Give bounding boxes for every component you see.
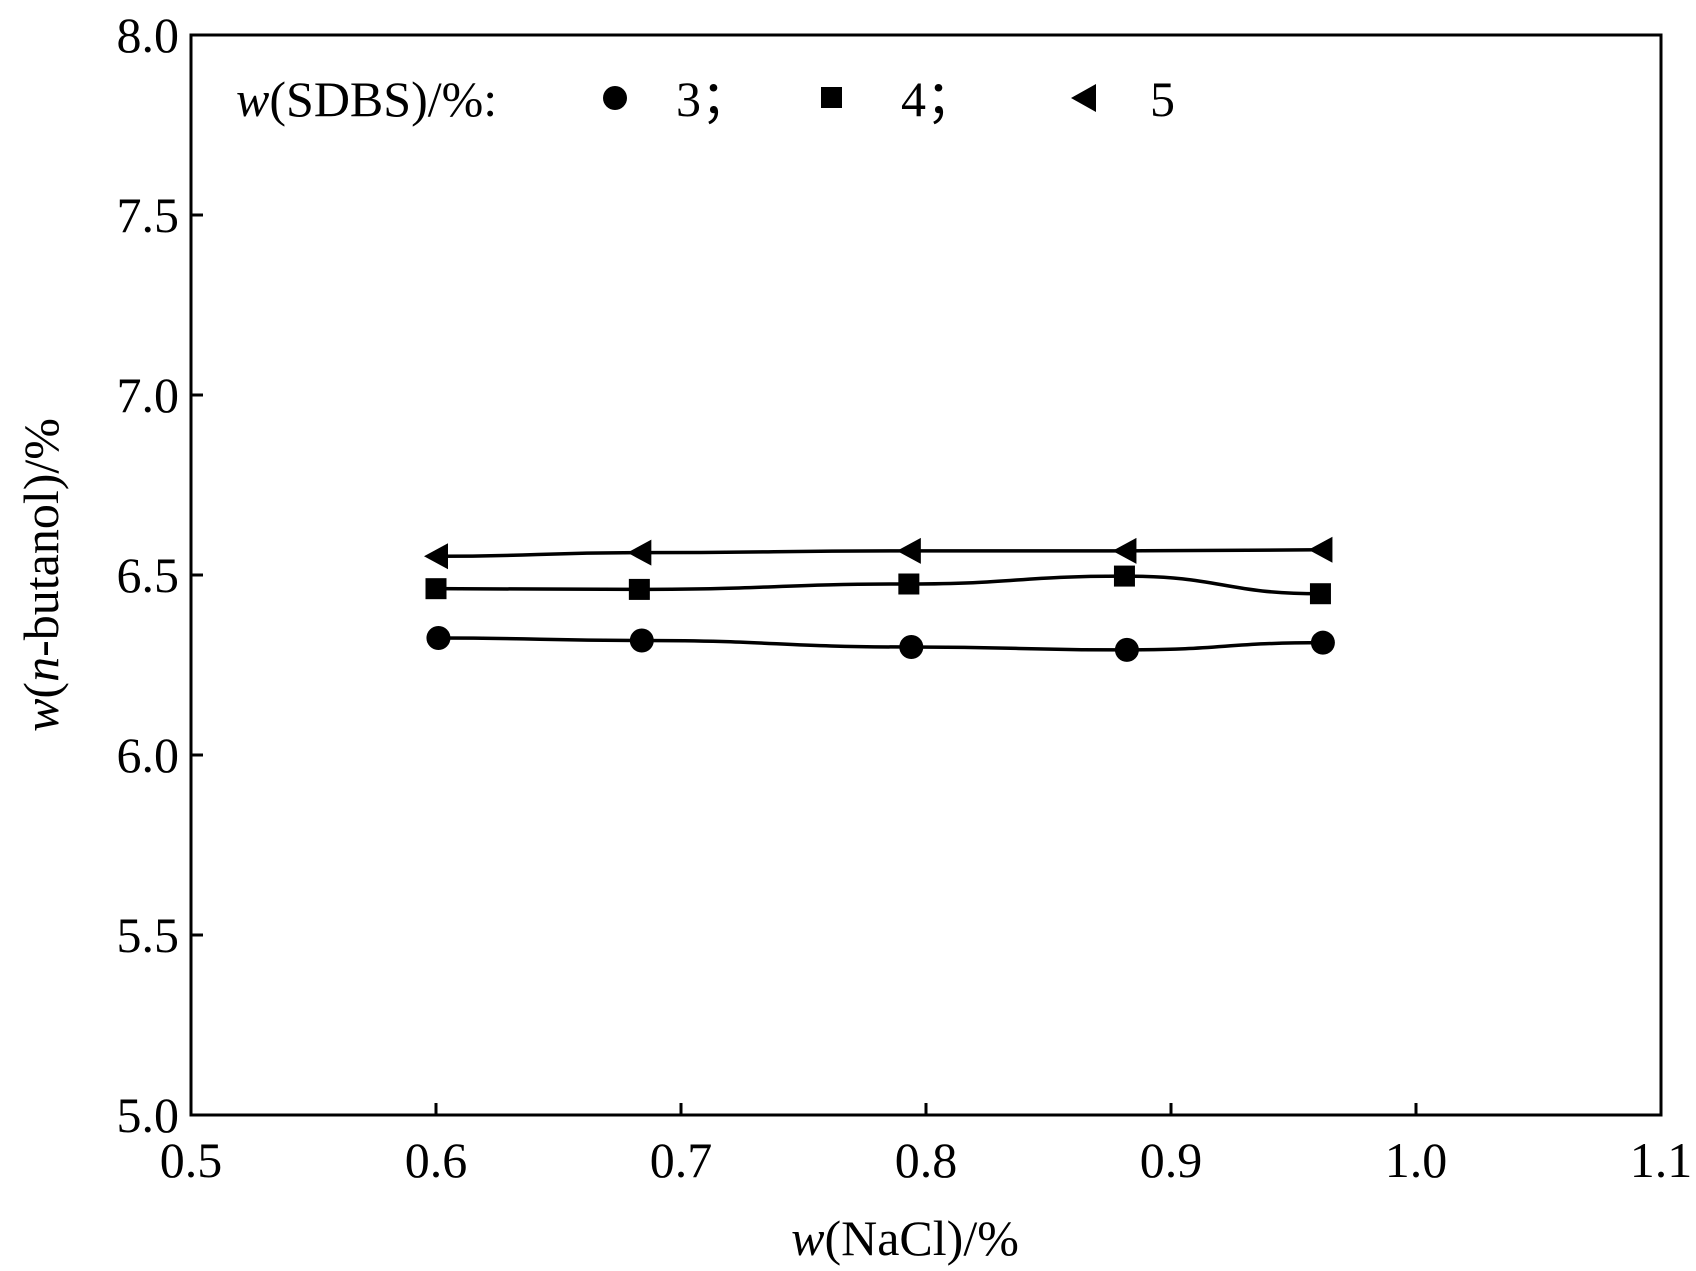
data-point <box>627 539 652 566</box>
x-axis-label: w(NaCl)/% <box>791 1210 1019 1266</box>
series-4-line <box>435 574 1321 596</box>
y-tick-label: 7.0 <box>117 367 180 423</box>
series-layer <box>424 536 1335 662</box>
x-tick-label: 1.0 <box>1385 1132 1448 1188</box>
legend-marker-circle <box>603 86 627 110</box>
data-point <box>896 537 921 564</box>
y-axis: 5.0 5.5 6.0 6.5 7.0 7.5 8.0 <box>117 7 203 1143</box>
plot-frame <box>189 33 1663 1117</box>
x-tick-label: 0.6 <box>405 1132 468 1188</box>
y-tick-label: 6.0 <box>117 727 180 783</box>
data-point <box>425 578 447 600</box>
x-tick-label: 0.9 <box>1140 1132 1203 1188</box>
data-point <box>424 543 448 570</box>
y-tick-label: 6.5 <box>117 547 180 603</box>
data-point <box>1310 630 1335 655</box>
legend-entry-4: 4； <box>901 71 976 127</box>
legend-marker-square <box>821 87 842 108</box>
data-point <box>426 626 451 650</box>
data-point <box>1113 565 1135 587</box>
x-tick-label: 0.5 <box>160 1132 223 1188</box>
x-tick-label: 1.1 <box>1630 1132 1693 1188</box>
x-tick-label: 0.7 <box>650 1132 713 1188</box>
series-5-line <box>435 548 1321 559</box>
series-3 <box>426 626 1335 662</box>
data-point <box>1114 637 1139 662</box>
legend: w(SDBS)/%: 3； 4； 5 <box>236 71 1175 127</box>
data-point <box>1308 536 1333 563</box>
data-point <box>1309 583 1331 605</box>
data-point <box>628 578 650 600</box>
y-axis-label: w(n-butanol)/% <box>13 418 69 732</box>
y-tick-label: 5.0 <box>117 1087 180 1143</box>
y-tick-label: 8.0 <box>117 7 180 63</box>
data-point <box>898 573 920 595</box>
data-point <box>629 628 654 653</box>
series-4 <box>425 565 1331 605</box>
legend-marker-triangle <box>1071 84 1096 112</box>
x-tick-label: 0.8 <box>895 1132 958 1188</box>
legend-entry-3: 3； <box>676 71 751 127</box>
x-axis: 0.5 0.6 0.7 0.8 0.9 1.0 1.1 <box>160 1103 1693 1188</box>
data-point <box>1112 537 1137 564</box>
series-5 <box>424 536 1333 570</box>
series-3-line <box>438 636 1323 652</box>
legend-title: w(SDBS)/%: <box>236 71 497 127</box>
y-tick-label: 5.5 <box>117 907 180 963</box>
y-tick-label: 7.5 <box>117 187 180 243</box>
data-point <box>899 635 924 659</box>
legend-entry-5: 5 <box>1150 71 1175 127</box>
